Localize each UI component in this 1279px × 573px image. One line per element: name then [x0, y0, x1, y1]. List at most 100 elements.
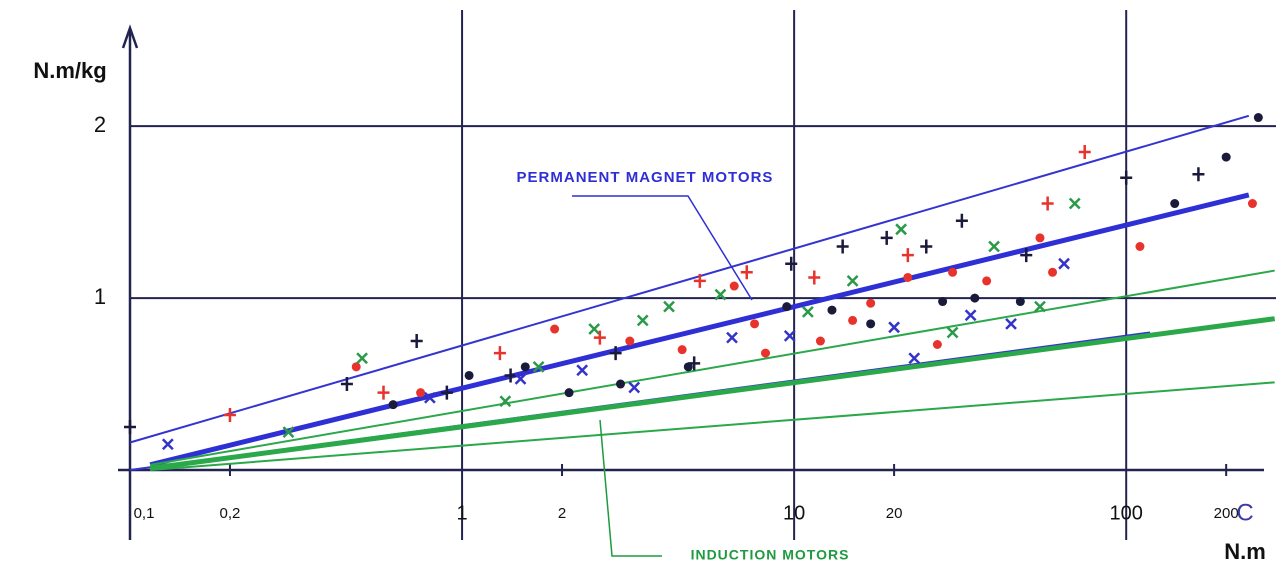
point — [740, 265, 753, 280]
annotations: PERMANENT MAGNET MOTORS INDUCTION MOTORS… — [517, 169, 1254, 563]
y-tick-label: 2 — [94, 112, 106, 137]
point — [388, 400, 398, 410]
point — [908, 352, 921, 365]
point — [609, 346, 622, 361]
point — [785, 256, 798, 271]
x-tick-label: 20 — [886, 505, 903, 522]
point — [282, 426, 295, 439]
point — [920, 239, 933, 254]
point — [801, 305, 814, 318]
point — [1253, 113, 1263, 123]
point — [895, 223, 908, 236]
point — [846, 275, 859, 287]
point — [783, 330, 796, 342]
point — [1170, 199, 1180, 209]
point — [616, 379, 626, 389]
point — [499, 395, 512, 408]
point — [948, 267, 958, 277]
point — [714, 288, 727, 301]
band-line — [150, 381, 1275, 471]
x-tick-label: 2 — [558, 505, 566, 522]
point — [628, 381, 641, 394]
point — [377, 385, 390, 400]
point — [1247, 199, 1257, 209]
point — [1015, 297, 1025, 307]
point — [1020, 248, 1033, 263]
x-axis-label: N.m — [1224, 539, 1266, 564]
point — [440, 385, 453, 400]
point — [866, 319, 876, 329]
band-line — [149, 192, 1250, 468]
x-tick-label: 200 — [1214, 505, 1239, 522]
point — [932, 339, 942, 349]
point — [677, 345, 687, 355]
axis-arrow — [121, 24, 139, 49]
point — [782, 302, 792, 312]
point — [1192, 167, 1205, 182]
band-line — [149, 269, 1275, 466]
x-tick-label: 0,2 — [220, 505, 241, 522]
point — [593, 330, 606, 345]
band-line — [129, 114, 1250, 444]
annotation: PERMANENT MAGNET MOTORS — [517, 169, 774, 186]
point — [888, 321, 900, 334]
point — [808, 270, 821, 285]
point — [1035, 233, 1045, 243]
point — [938, 297, 948, 307]
point — [1048, 267, 1058, 277]
point — [880, 230, 893, 245]
point — [410, 334, 423, 349]
y-tick-label: 1 — [94, 284, 106, 309]
band-line — [149, 316, 1276, 471]
annotation: C — [1236, 499, 1253, 526]
x-tick-label: 1 — [457, 502, 468, 524]
point — [493, 346, 506, 361]
leader-line — [572, 195, 753, 301]
point — [729, 281, 739, 291]
point — [946, 326, 959, 339]
point — [848, 315, 858, 325]
point — [836, 239, 849, 254]
point — [955, 213, 968, 228]
point — [988, 240, 1000, 253]
x-tick-label: 0,1 — [134, 505, 155, 522]
point — [663, 300, 675, 313]
point — [576, 364, 589, 377]
point — [464, 370, 474, 380]
y-axis-label: N.m/kg — [33, 58, 106, 83]
point — [1221, 152, 1231, 162]
point — [424, 391, 436, 404]
point — [550, 324, 560, 334]
point — [1041, 196, 1054, 211]
point — [223, 407, 236, 422]
point — [1120, 170, 1133, 185]
annotation: INDUCTION MOTORS — [691, 547, 850, 563]
point — [693, 273, 706, 288]
point — [504, 368, 517, 383]
point — [726, 331, 738, 344]
point — [970, 293, 980, 303]
point — [416, 388, 426, 398]
point — [124, 420, 136, 435]
point — [750, 319, 760, 329]
point — [351, 362, 361, 372]
point — [964, 309, 977, 322]
point — [901, 248, 914, 263]
point — [636, 314, 649, 327]
point — [866, 298, 876, 308]
point — [1058, 257, 1070, 270]
point — [588, 323, 601, 335]
point — [356, 352, 368, 365]
point — [1068, 197, 1081, 210]
point — [532, 360, 545, 373]
point — [827, 305, 837, 315]
point — [1135, 242, 1145, 251]
point — [1005, 317, 1017, 330]
point — [340, 377, 353, 392]
point — [982, 276, 992, 286]
x-tick-label: 100 — [1110, 502, 1143, 524]
point — [688, 356, 701, 371]
point — [564, 388, 574, 398]
point — [514, 372, 527, 385]
